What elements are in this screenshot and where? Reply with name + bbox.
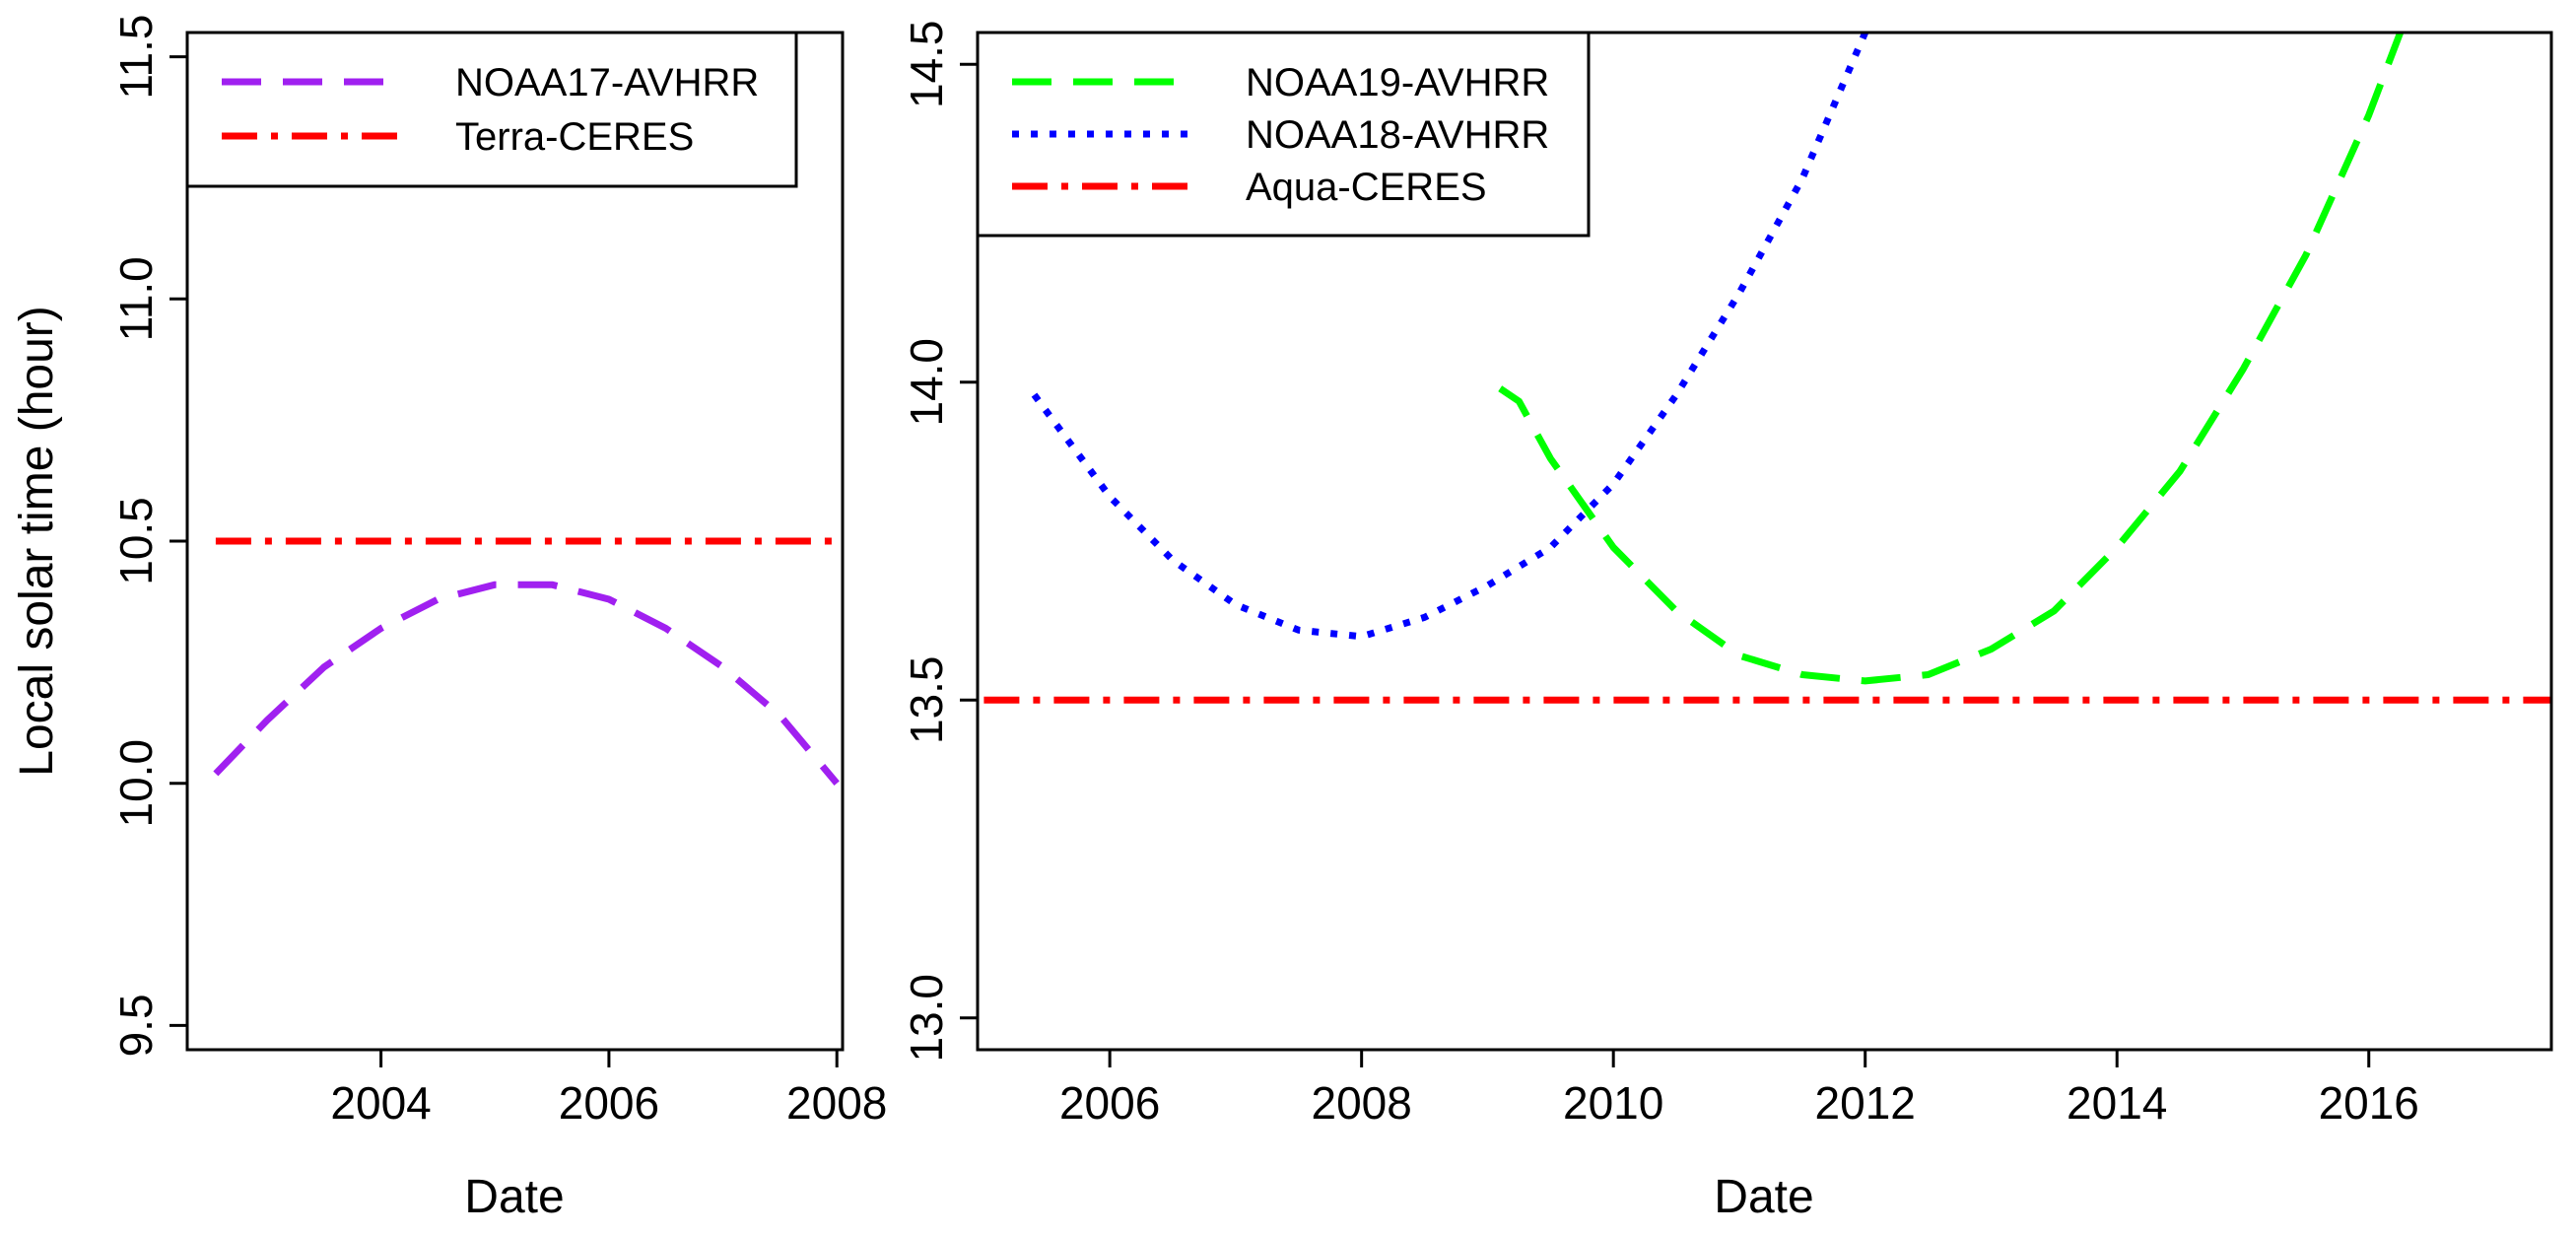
x-tick-label: 2016 — [2319, 1077, 2419, 1129]
y-tick-label: 13.5 — [901, 655, 952, 744]
y-tick-label: 10.5 — [110, 497, 162, 585]
series-line-noaa18-avhrr — [1031, 33, 1868, 641]
left-y-axis-label: Local solar time (hour) — [11, 306, 63, 777]
y-tick-label: 11.0 — [110, 256, 162, 341]
x-tick-label: 2006 — [559, 1077, 659, 1129]
right-x-axis-label: Date — [1714, 1171, 1813, 1223]
y-tick-label: 14.0 — [901, 338, 952, 427]
left-legend: NOAA17-AVHRR Terra-CERES — [185, 31, 798, 188]
left-plot-lines — [213, 537, 840, 786]
x-tick-label: 2004 — [330, 1077, 431, 1129]
left-y-ticks: 9.5 10.0 10.5 11.0 11.5 — [110, 15, 187, 1057]
right-plot-frame — [976, 31, 2553, 1052]
x-tick-label: 2006 — [1059, 1077, 1160, 1129]
right-legend: NOAA19-AVHRR NOAA18-AVHRR Aqua-CERES — [976, 31, 1591, 238]
right-legend-box — [976, 31, 1591, 238]
right-y-ticks: 13.0 13.5 14.0 14.5 — [901, 20, 978, 1063]
x-tick-label: 2012 — [1815, 1077, 1916, 1129]
legend-label-noaa18: NOAA18-AVHRR — [1246, 113, 1549, 157]
right-plot-lines — [983, 33, 2551, 704]
legend-label-noaa17: NOAA17-AVHRR — [455, 61, 759, 104]
y-tick-label: 11.5 — [110, 15, 162, 100]
series-line-noaa17-avhrr — [213, 581, 840, 786]
x-tick-label: 2008 — [786, 1077, 887, 1129]
y-tick-label: 10.0 — [110, 739, 162, 828]
left-x-axis-label: Date — [464, 1171, 564, 1223]
y-tick-label: 14.5 — [901, 20, 952, 108]
left-legend-box — [185, 31, 798, 188]
right-panel: 2006 2008 2010 2012 2014 2016 13.0 13.5 14.0 14.… — [901, 20, 2553, 1223]
legend-label-noaa19: NOAA19-AVHRR — [1246, 61, 1549, 104]
y-tick-label: 13.0 — [901, 974, 952, 1063]
x-tick-label: 2010 — [1563, 1077, 1663, 1129]
y-tick-label: 9.5 — [110, 994, 162, 1057]
x-tick-label: 2008 — [1311, 1077, 1411, 1129]
right-x-ticks: 2006 2008 2010 2012 2014 2016 — [1059, 1050, 2419, 1129]
legend-label-terra-ceres: Terra-CERES — [455, 115, 694, 159]
series-line-noaa19-avhrr — [1498, 33, 2404, 685]
left-x-ticks: 2004 2006 2008 — [330, 1050, 887, 1129]
x-tick-label: 2014 — [2067, 1077, 2167, 1129]
left-panel: 2004 2006 2008 9.5 10.0 10.5 11.0 11.5 Date Lo… — [11, 15, 887, 1223]
legend-label-aqua-ceres: Aqua-CERES — [1246, 166, 1487, 209]
